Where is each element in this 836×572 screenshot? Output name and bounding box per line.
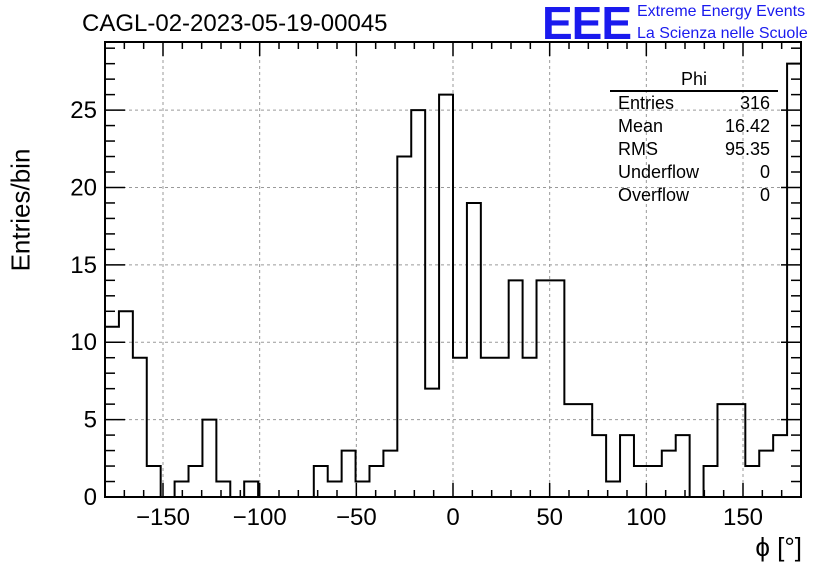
stats-label: RMS — [618, 139, 658, 159]
stats-label: Overflow — [618, 185, 690, 205]
logo-line-1: Extreme Energy Events — [637, 3, 806, 20]
stats-row-mean: Mean 16.42 — [610, 115, 778, 138]
stats-header: Phi — [610, 68, 778, 92]
x-tick-label: −50 — [336, 504, 377, 531]
chart-title: CAGL-02-2023-05-19-00045 — [82, 10, 388, 37]
tick-labels: −150 −100 −50 0 50 100 150 0 5 10 15 20 25 — [70, 97, 763, 531]
stats-row-rms: RMS 95.35 — [610, 138, 778, 161]
x-tick-label: 150 — [723, 504, 763, 531]
y-tick-label: 10 — [70, 329, 97, 356]
stats-value: 0 — [759, 185, 770, 205]
stats-label: Mean — [618, 116, 664, 136]
x-tick-label: 50 — [536, 504, 563, 531]
logo-line-2: La Scienza nelle Scuole — [637, 25, 808, 42]
x-tick-label: 0 — [446, 504, 459, 531]
stats-row-overflow: Overflow 0 — [610, 184, 778, 207]
y-tick-label: 20 — [70, 174, 97, 201]
stats-label: Underflow — [618, 162, 700, 182]
eee-logo: EEE — [542, 0, 632, 49]
stats-value: 16.42 — [724, 116, 770, 136]
histogram-series — [104, 62, 801, 498]
stats-row-underflow: Underflow 0 — [610, 161, 778, 184]
stats-value: 316 — [739, 93, 770, 113]
stats-row-entries: Entries 316 — [610, 92, 778, 115]
plot-frame — [104, 41, 802, 498]
y-tick-label: 25 — [70, 97, 97, 124]
stats-value: 95.35 — [724, 139, 770, 159]
y-tick-label: 15 — [70, 252, 97, 279]
x-tick-label: −150 — [136, 504, 190, 531]
x-tick-label: 100 — [626, 504, 666, 531]
x-axis-label: ϕ [°] — [755, 532, 802, 562]
y-tick-label: 0 — [84, 484, 97, 511]
stats-label: Entries — [618, 93, 675, 113]
stats-value: 0 — [759, 162, 770, 182]
y-axis-label: Entries/bin — [5, 148, 36, 272]
stats-box: Phi Entries 316 Mean 16.42 RMS 95.35 Und… — [610, 68, 778, 207]
y-tick-label: 5 — [84, 407, 97, 434]
x-tick-label: −100 — [233, 504, 287, 531]
